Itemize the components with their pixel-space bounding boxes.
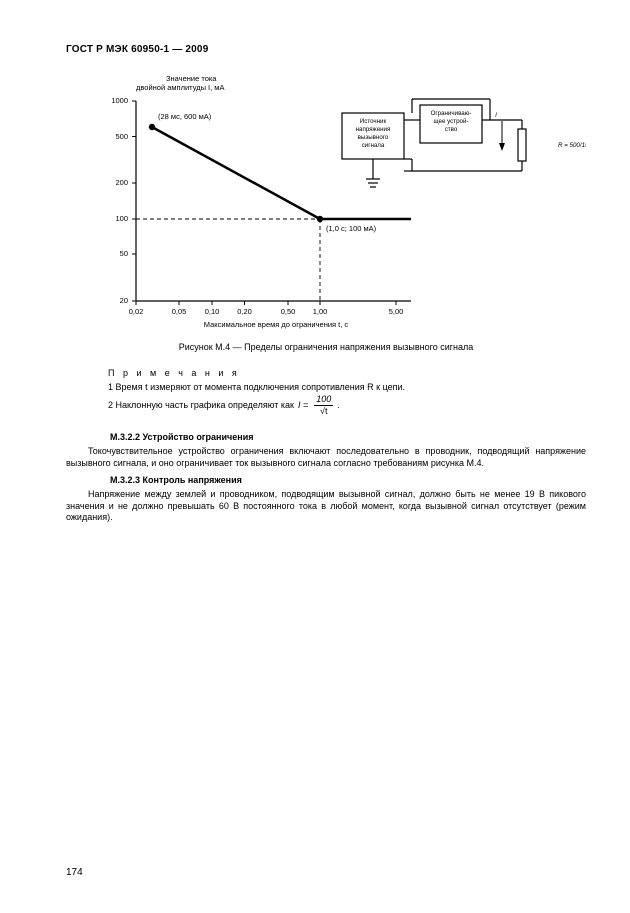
- svg-text:Источник: Источник: [360, 118, 387, 125]
- point-1: [149, 123, 155, 129]
- svg-text:Ограничиваю-: Ограничиваю-: [431, 110, 472, 117]
- section-m323-title: М.3.2.3 Контроль напряжения: [88, 475, 242, 487]
- note-2-suffix: .: [337, 400, 340, 411]
- svg-text:R = 500/1500 Ом: R = 500/1500 Ом: [558, 142, 586, 149]
- svg-text:I: I: [495, 112, 497, 119]
- note-2-fraction: 100 √t: [314, 395, 333, 416]
- notes-block: П р и м е ч а н и я 1 Время t измеряют о…: [108, 368, 576, 417]
- note-2: 2 Наклонную часть графика определяют как…: [108, 395, 576, 416]
- svg-text:сигнала: сигнала: [362, 142, 385, 149]
- svg-text:100: 100: [115, 214, 128, 223]
- svg-text:0,20: 0,20: [237, 307, 252, 316]
- figure-caption: Рисунок М.4 — Пределы ограничения напряж…: [66, 342, 586, 353]
- svg-text:200: 200: [115, 178, 128, 187]
- note-2-prefix: 2 Наклонную часть графика определяют как: [108, 400, 294, 411]
- svg-text:вызывного: вызывного: [358, 134, 389, 141]
- page: ГОСТ Р МЭК 60950-1 — 2009 Значение тока …: [0, 0, 630, 913]
- y-ticks: 20 50 100 200 500 1000: [111, 96, 136, 305]
- svg-text:0,50: 0,50: [281, 307, 296, 316]
- section-m322-para: Токочувствительное устройство ограничени…: [66, 446, 586, 469]
- svg-text:500: 500: [115, 132, 128, 141]
- y-axis-title-1: Значение тока: [166, 74, 217, 83]
- section-m322-title: М.3.2.2 Устройство ограничения: [88, 432, 253, 444]
- svg-text:1,00: 1,00: [313, 307, 328, 316]
- note-2-lhs: I =: [298, 400, 308, 411]
- svg-text:0,10: 0,10: [205, 307, 220, 316]
- point-2: [317, 215, 323, 221]
- svg-text:напряжения: напряжения: [356, 126, 391, 133]
- document-header: ГОСТ Р МЭК 60950-1 — 2009: [66, 44, 586, 57]
- svg-text:0,02: 0,02: [129, 307, 144, 316]
- y-axis-title-2: двойной амплитуды I, мА: [136, 83, 224, 92]
- svg-text:0,05: 0,05: [172, 307, 187, 316]
- figure-svg: Значение тока двойной амплитуды I, мА 20…: [66, 71, 586, 331]
- point-1-label: (28 мс, 600 мA): [158, 112, 212, 121]
- svg-text:1000: 1000: [111, 96, 128, 105]
- svg-text:ство: ство: [445, 126, 458, 133]
- body-text: М.3.2.2 Устройство ограничения Токочувст…: [66, 428, 586, 524]
- x-ticks: 0,02 0,05 0,10 0,20 0,50 1,00 5,00: [129, 301, 404, 316]
- point-2-label: (1,0 с; 100 мA): [326, 224, 377, 233]
- figure-m4: Значение тока двойной амплитуды I, мА 20…: [66, 71, 586, 354]
- svg-text:щее устрой-: щее устрой-: [434, 118, 469, 125]
- page-number: 174: [66, 867, 83, 880]
- section-m323-para: Напряжение между землей и проводником, п…: [66, 489, 586, 524]
- notes-title: П р и м е ч а н и я: [108, 368, 576, 379]
- note-2-denominator: √t: [320, 406, 327, 416]
- note-2-numerator: 100: [314, 395, 333, 406]
- note-1: 1 Время t измеряют от момента подключени…: [108, 382, 576, 393]
- svg-text:5,00: 5,00: [389, 307, 404, 316]
- svg-text:20: 20: [120, 296, 128, 305]
- svg-text:50: 50: [120, 249, 128, 258]
- x-axis-title: Максимальное время до ограничения t, с: [204, 320, 349, 329]
